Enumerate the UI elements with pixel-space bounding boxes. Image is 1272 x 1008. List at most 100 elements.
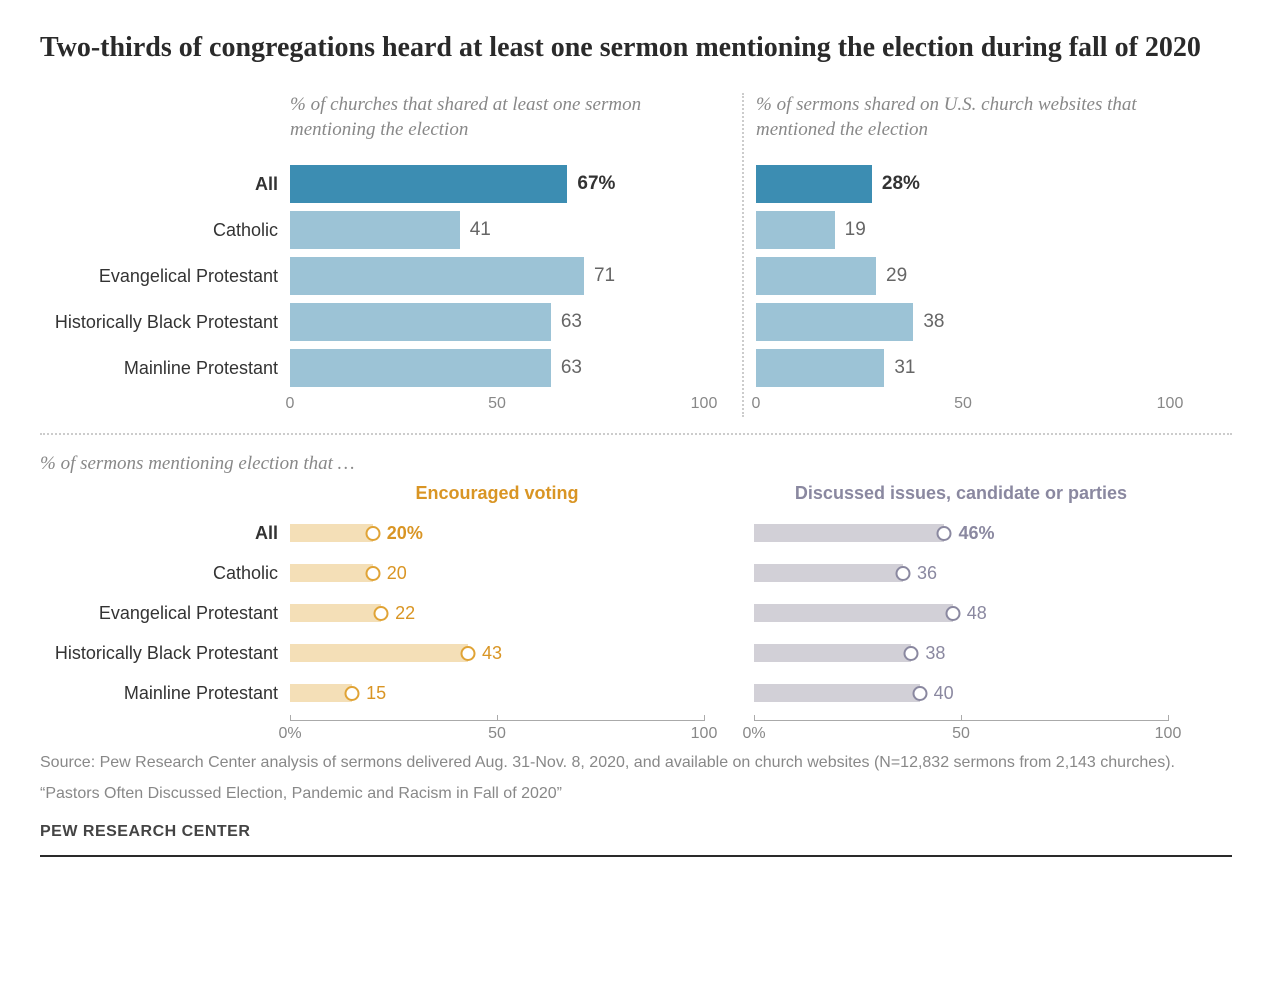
lollipop-bar — [754, 684, 920, 702]
tick-mark — [704, 715, 705, 721]
lollipop-value: 15 — [366, 683, 386, 704]
bottom-left-axis: 0%50100 — [290, 713, 704, 743]
lollipop-dot — [461, 646, 476, 661]
category-label: Mainline Protestant — [40, 345, 290, 391]
lollipop-dot — [365, 566, 380, 581]
lollipop-bar — [754, 524, 944, 542]
lollipop-row: 48 — [754, 593, 1194, 633]
lollipop-bar — [754, 644, 911, 662]
bar — [756, 349, 884, 387]
bar-row: 71 — [290, 253, 730, 299]
bottom-right-chart: Discussed issues, candidate or parties 4… — [754, 483, 1194, 743]
source-text-1: Source: Pew Research Center analysis of … — [40, 751, 1232, 774]
axis-tick: 0 — [286, 395, 295, 413]
bar — [756, 211, 835, 249]
lollipop-row: 22 — [290, 593, 730, 633]
bar-value: 31 — [894, 357, 915, 379]
bar-value: 71 — [594, 265, 615, 287]
axis-tick: 100 — [1157, 395, 1184, 413]
bar — [290, 211, 460, 249]
bar-row: 31 — [756, 345, 1182, 391]
category-label: Historically Black Protestant — [40, 299, 290, 345]
bar-value: 41 — [470, 219, 491, 241]
lollipop-row: 20% — [290, 513, 730, 553]
bar-row: 19 — [756, 207, 1182, 253]
lollipop-bar — [754, 564, 903, 582]
lollipop-value: 43 — [482, 643, 502, 664]
bottom-left-chart: Encouraged voting 20% 20 22 43 15 0%50100 — [290, 483, 730, 743]
tick-mark — [290, 715, 291, 721]
lollipop-value: 48 — [967, 603, 987, 624]
bar-value: 29 — [886, 265, 907, 287]
top-right-header: % of sermons shared on U.S. church websi… — [756, 93, 1182, 161]
bar — [290, 165, 567, 203]
bottom-charts: AllCatholicEvangelical ProtestantHistori… — [40, 483, 1232, 743]
lollipop-row: 20 — [290, 553, 730, 593]
lollipop-row: 43 — [290, 633, 730, 673]
bar — [756, 257, 876, 295]
axis-tick: 50 — [488, 725, 506, 743]
lollipop-row: 38 — [754, 633, 1194, 673]
lollipop-row: 36 — [754, 553, 1194, 593]
bar — [290, 257, 584, 295]
category-label: Evangelical Protestant — [40, 253, 290, 299]
axis-tick: 0% — [742, 725, 765, 743]
lollipop-value: 20% — [387, 523, 423, 544]
category-label: All — [40, 513, 290, 553]
top-left-chart: % of churches that shared at least one s… — [290, 93, 730, 417]
top-left-header: % of churches that shared at least one s… — [290, 93, 730, 161]
lollipop-value: 20 — [387, 563, 407, 584]
bottom-right-axis: 0%50100 — [754, 713, 1168, 743]
top-left-axis: 050100 — [290, 395, 704, 417]
tick-mark — [497, 715, 498, 721]
lollipop-value: 38 — [925, 643, 945, 664]
category-label: Mainline Protestant — [40, 673, 290, 713]
bar-row: 41 — [290, 207, 730, 253]
bar-value: 19 — [845, 219, 866, 241]
lollipop-bar — [290, 604, 381, 622]
lollipop-value: 22 — [395, 603, 415, 624]
lollipop-value: 40 — [934, 683, 954, 704]
tick-mark — [754, 715, 755, 721]
section-divider — [40, 433, 1232, 435]
bar-row: 67% — [290, 161, 730, 207]
top-right-axis: 050100 — [756, 395, 1170, 417]
axis-tick: 50 — [488, 395, 506, 413]
lollipop-dot — [345, 686, 360, 701]
category-label: Historically Black Protestant — [40, 633, 290, 673]
lollipop-value: 46% — [958, 523, 994, 544]
lollipop-row: 40 — [754, 673, 1194, 713]
tick-mark — [961, 715, 962, 721]
bar-value: 67% — [577, 173, 615, 195]
bar-value: 28% — [882, 173, 920, 195]
lollipop-row: 46% — [754, 513, 1194, 553]
axis-tick: 50 — [954, 395, 972, 413]
axis-tick: 100 — [691, 395, 718, 413]
axis-tick: 0% — [278, 725, 301, 743]
bar-row: 29 — [756, 253, 1182, 299]
lollipop-dot — [904, 646, 919, 661]
bar-row: 63 — [290, 299, 730, 345]
axis-tick: 50 — [952, 725, 970, 743]
lollipop-bar — [754, 604, 953, 622]
lollipop-dot — [937, 526, 952, 541]
top-right-chart: % of sermons shared on U.S. church websi… — [742, 93, 1182, 417]
bar-row: 38 — [756, 299, 1182, 345]
lollipop-bar — [290, 524, 373, 542]
lollipop-bar — [290, 684, 352, 702]
axis-tick: 0 — [752, 395, 761, 413]
bar-value: 63 — [561, 357, 582, 379]
category-label: Catholic — [40, 553, 290, 593]
bar — [290, 349, 551, 387]
top-charts: AllCatholicEvangelical ProtestantHistori… — [40, 93, 1232, 417]
bar — [290, 303, 551, 341]
bottom-header: % of sermons mentioning election that … — [40, 453, 1232, 475]
footer-brand: PEW RESEARCH CENTER — [40, 823, 1232, 841]
bar — [756, 165, 872, 203]
lollipop-dot — [896, 566, 911, 581]
bottom-left-subheader: Encouraged voting — [290, 483, 704, 513]
lollipop-value: 36 — [917, 563, 937, 584]
category-label: Evangelical Protestant — [40, 593, 290, 633]
source-text-2: “Pastors Often Discussed Election, Pande… — [40, 782, 1232, 805]
bar-row: 63 — [290, 345, 730, 391]
